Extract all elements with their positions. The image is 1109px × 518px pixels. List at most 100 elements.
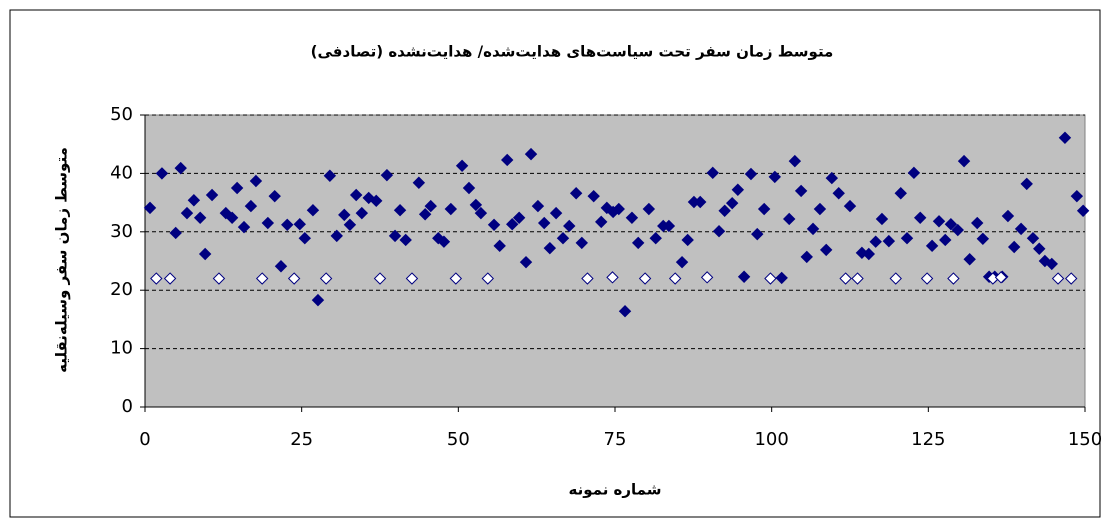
data-point [1051, 272, 1065, 285]
x-tick-label: 125 [911, 429, 945, 450]
data-point [1065, 272, 1078, 285]
data-point [230, 181, 244, 195]
data-point [180, 206, 194, 220]
y-tick-label: 0 [122, 396, 133, 417]
data-point [343, 218, 357, 231]
x-tick-label: 100 [754, 429, 788, 450]
data-point [947, 272, 960, 285]
data-point [1076, 204, 1090, 217]
data-point [712, 225, 726, 238]
data-point [388, 229, 402, 243]
data-point [493, 239, 506, 253]
data-point [662, 219, 676, 233]
y-tick-label: 30 [110, 221, 133, 242]
data-point [543, 241, 557, 255]
data-point [744, 167, 758, 181]
x-axis-label: شماره نمونه [569, 481, 662, 499]
data-point [193, 211, 207, 224]
data-point [843, 199, 857, 213]
data-point [563, 219, 576, 233]
data-point [424, 199, 437, 213]
data-point [889, 272, 902, 285]
data-point [393, 203, 407, 217]
data-point [612, 202, 625, 216]
data-point [581, 272, 594, 285]
data-point [187, 194, 201, 207]
data-point [481, 272, 494, 285]
data-point [932, 215, 946, 228]
data-point [642, 202, 656, 216]
data-point [150, 272, 163, 285]
data-point [625, 211, 639, 224]
data-point [169, 226, 182, 240]
data-point [474, 206, 488, 220]
data-point [649, 232, 662, 245]
data-point [323, 169, 337, 182]
data-point [575, 236, 588, 250]
data-point [198, 247, 212, 261]
data-point [298, 232, 312, 245]
plot-area [144, 114, 1086, 408]
data-point [274, 260, 288, 273]
data-point [1026, 232, 1040, 245]
data-point [455, 159, 469, 173]
data-point [875, 212, 889, 226]
data-point [469, 198, 483, 212]
data-point [737, 270, 751, 283]
data-point [618, 305, 632, 318]
data-point [675, 255, 689, 269]
data-point [944, 218, 958, 231]
data-point [174, 161, 187, 175]
data-point [894, 187, 907, 200]
data-point [418, 208, 432, 221]
data-point [725, 196, 739, 210]
data-point [549, 206, 563, 220]
data-point [900, 232, 914, 245]
data-point [355, 206, 369, 220]
data-point [595, 215, 608, 229]
data-point [631, 236, 645, 250]
data-point [524, 147, 538, 161]
data-point [237, 220, 251, 234]
data-point [373, 272, 387, 285]
data-point [913, 211, 927, 224]
data-point [951, 223, 964, 237]
data-point [462, 181, 476, 195]
data-point [869, 235, 882, 248]
data-point [405, 272, 419, 285]
data-point [1007, 240, 1021, 254]
data-point [268, 189, 281, 203]
data-point [825, 171, 839, 185]
chart-title: متوسط زمان سفر تحت سیاست‌های هدایت‌شده/ … [311, 43, 834, 61]
data-point [531, 199, 545, 213]
data-point [700, 271, 714, 284]
data-point [764, 272, 777, 285]
data-point [255, 272, 269, 285]
data-point [370, 194, 383, 208]
data-point [718, 204, 731, 217]
data-point [638, 272, 652, 285]
data-point [143, 201, 157, 215]
data-point [994, 271, 1008, 284]
data-point [775, 271, 788, 285]
data-point [971, 216, 984, 230]
data-point [587, 189, 600, 203]
data-point [800, 250, 813, 264]
data-point [205, 188, 219, 202]
x-tick-label: 75 [604, 429, 627, 450]
data-point [957, 154, 971, 168]
data-point [244, 199, 258, 213]
data-point [487, 218, 501, 231]
y-axis-label: متوسط زمان سفر وسیله‌نقلیه [53, 147, 71, 373]
data-point [839, 272, 852, 285]
data-point [976, 232, 990, 246]
data-point [281, 218, 294, 231]
data-point [155, 167, 169, 180]
data-point [731, 183, 745, 196]
data-point [501, 153, 514, 167]
data-point [412, 176, 426, 189]
data-point [537, 216, 551, 230]
data-point [556, 232, 570, 245]
data-point [862, 247, 876, 261]
